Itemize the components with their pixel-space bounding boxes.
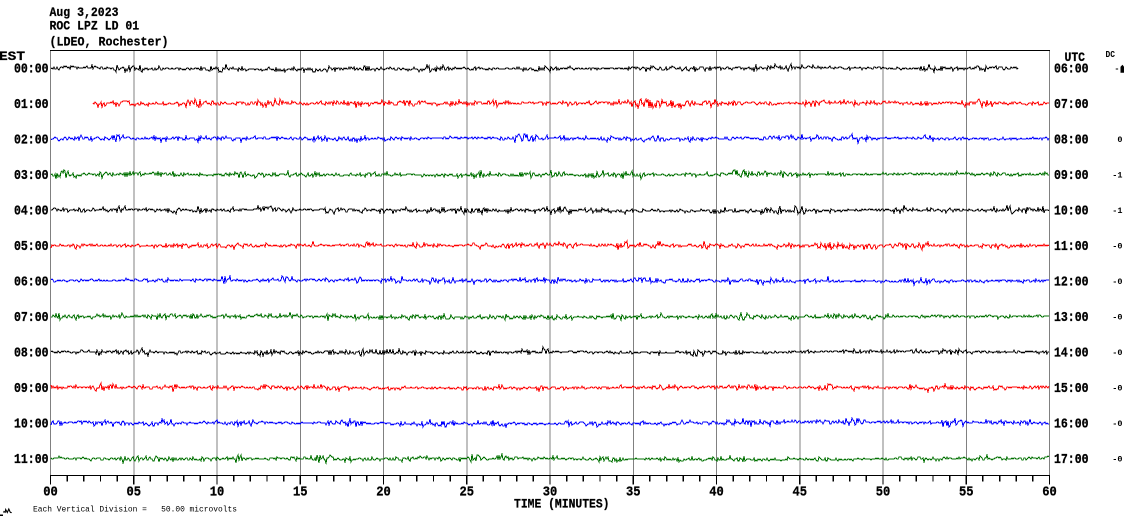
svg-text:11:00: 11:00 (1054, 240, 1089, 255)
svg-text:10:00: 10:00 (1054, 204, 1089, 219)
svg-text:ROC LPZ LD 01: ROC LPZ LD 01 (50, 18, 140, 33)
svg-text:-0: -0 (1112, 277, 1122, 287)
svg-text:-0: -0 (1112, 313, 1122, 323)
svg-text:00:00: 00:00 (14, 63, 49, 78)
svg-text:-0: -0 (1112, 348, 1122, 358)
svg-text:10:00: 10:00 (14, 417, 49, 432)
svg-text:13:00: 13:00 (1054, 311, 1089, 326)
svg-text:02:00: 02:00 (14, 134, 49, 149)
svg-text:(LDEO, Rochester): (LDEO, Rochester) (50, 34, 169, 49)
svg-text:-1: -1 (1112, 171, 1122, 181)
svg-text:10: 10 (210, 486, 225, 501)
svg-text:-1: -1 (1112, 206, 1122, 216)
svg-text:25: 25 (460, 486, 475, 501)
svg-text:00: 00 (43, 486, 58, 501)
svg-text:55: 55 (959, 486, 974, 501)
svg-text:-0: -0 (1112, 242, 1122, 252)
svg-text:09:00: 09:00 (14, 382, 49, 397)
svg-text:11:00: 11:00 (14, 453, 49, 468)
svg-text:-0: -0 (1112, 419, 1122, 429)
svg-text:12:00: 12:00 (1054, 275, 1089, 290)
svg-text:-0: -0 (1112, 383, 1122, 393)
svg-text:15: 15 (293, 486, 308, 501)
svg-text:15:00: 15:00 (1054, 382, 1089, 397)
svg-text:16:00: 16:00 (1054, 417, 1089, 432)
svg-text:05: 05 (127, 486, 142, 501)
svg-text:07:00: 07:00 (14, 311, 49, 326)
svg-text:05:00: 05:00 (14, 240, 49, 255)
svg-text:50: 50 (876, 486, 891, 501)
svg-text:01:00: 01:00 (14, 98, 49, 113)
svg-text:40: 40 (709, 486, 724, 501)
svg-text:0: 0 (1117, 135, 1122, 145)
svg-text:DC: DC (1106, 50, 1116, 60)
svg-text:Each Vertical Division = 50.: Each Vertical Division = 50.00 microvolt… (33, 505, 237, 515)
svg-text:20: 20 (376, 486, 391, 501)
svg-text:60: 60 (1042, 486, 1057, 501)
svg-text:08:00: 08:00 (14, 346, 49, 361)
svg-text:30: 30 (543, 486, 558, 501)
svg-text:04:00: 04:00 (14, 204, 49, 219)
svg-text:08:00: 08:00 (1054, 134, 1089, 149)
svg-text:03:00: 03:00 (14, 169, 49, 184)
svg-text:06:00: 06:00 (1054, 63, 1089, 78)
svg-text:14:00: 14:00 (1054, 346, 1089, 361)
svg-text:35: 35 (626, 486, 641, 501)
svg-text:17:00: 17:00 (1054, 453, 1089, 468)
svg-text:45: 45 (793, 486, 808, 501)
svg-text:-: - (1114, 64, 1119, 74)
svg-text:Aug 3,2023: Aug 3,2023 (50, 5, 119, 20)
svg-text:TIME (MINUTES): TIME (MINUTES) (514, 497, 610, 512)
svg-text:07:00: 07:00 (1054, 98, 1089, 113)
svg-text:06:00: 06:00 (14, 275, 49, 290)
svg-text:09:00: 09:00 (1054, 169, 1089, 184)
svg-text:-0: -0 (1112, 454, 1122, 464)
svg-text:UTC: UTC (1065, 50, 1086, 65)
svg-text:EST: EST (0, 49, 25, 64)
